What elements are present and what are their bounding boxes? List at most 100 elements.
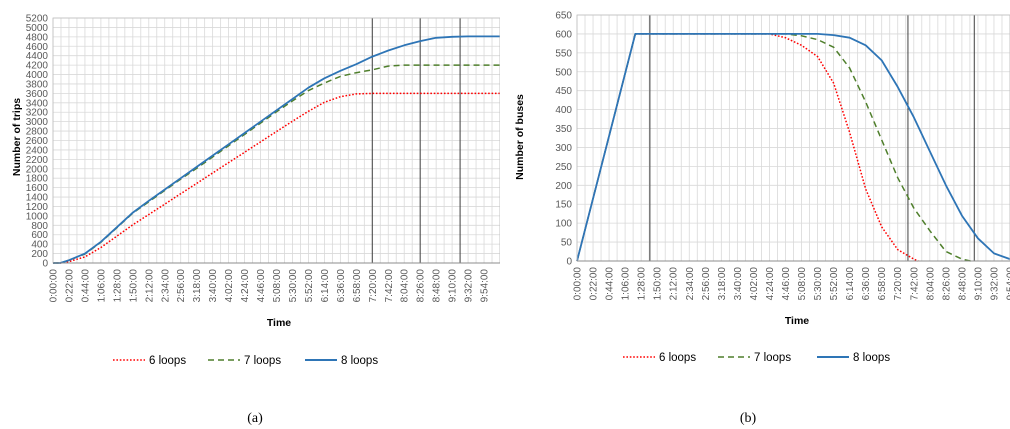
chart-b-y-tick-label: 600	[555, 29, 572, 40]
chart-b-x-tick-label: 9:54:00	[1006, 267, 1010, 301]
chart-a-x-tick-label: 6:14:00	[320, 269, 331, 303]
chart-b-markers	[649, 15, 975, 261]
chart-b-y-tick-label: 500	[555, 67, 572, 78]
chart-a-x-tick-label: 4:46:00	[256, 269, 267, 303]
chart-a-y-tick-label: 2600	[26, 136, 49, 147]
chart-b-x-tick-label: 5:30:00	[813, 267, 824, 301]
chart-b-caption: (b)	[740, 411, 757, 426]
chart-a-x-ticks: 0:00:00 0:22:00 0:44:00 1:06:00 1:28:00 1:50:…	[49, 269, 491, 303]
chart-b-y-tick-label: 650	[555, 11, 572, 22]
chart-a-x-tick-label: 3:40:00	[208, 269, 219, 303]
chart-a-x-tick-label: 1:28:00	[112, 269, 123, 303]
chart-a-series-8-loops	[53, 35, 500, 264]
chart-a-caption: (a)	[247, 411, 263, 426]
chart-b-x-ticks: 0:00:00 0:22:00 0:44:00 1:06:00 1:28:00 1:50:…	[573, 267, 1010, 301]
chart-a-y-tick-label: 4200	[26, 61, 49, 72]
chart-a-x-tick-label: 2:12:00	[144, 269, 155, 303]
chart-b-x-tick-label: 6:58:00	[877, 267, 888, 301]
chart-a-y-tick-label: 5000	[26, 23, 49, 34]
chart-b-y-axis-title: Number of buses	[514, 94, 526, 180]
chart-a-y-tick-label: 2800	[26, 127, 49, 138]
chart-a-y-tick-label: 3200	[26, 108, 49, 119]
chart-b-x-tick-label: 5:52:00	[829, 267, 840, 301]
chart-b-x-tick-label: 0:22:00	[589, 267, 600, 301]
chart-b-legend-label: 8 loops	[853, 352, 890, 364]
chart-b-y-tick-label: 400	[555, 105, 572, 116]
chart-a-y-tick-label: 4800	[26, 32, 49, 43]
chart-a-y-tick-label: 0	[42, 259, 48, 270]
chart-b-x-tick-label: 7:42:00	[909, 267, 920, 301]
chart-b-x-tick-label: 6:14:00	[845, 267, 856, 301]
chart-b-x-tick-label: 9:10:00	[973, 267, 984, 301]
chart-b-legend: 6 loops 7 loops 8 loops	[623, 352, 890, 364]
chart-b-x-tick-label: 6:36:00	[861, 267, 872, 301]
chart-b-y-tick-label: 300	[555, 143, 572, 154]
chart-a-x-tick-label: 5:52:00	[304, 269, 315, 303]
chart-b-x-tick-label: 9:32:00	[989, 267, 1000, 301]
chart-a-y-tick-label: 600	[31, 230, 48, 241]
chart-a-x-tick-label: 8:26:00	[416, 269, 427, 303]
chart-a-legend-label: 6 loops	[149, 355, 186, 367]
chart-b-series-8-loops	[576, 33, 1010, 262]
chart-a-x-tick-label: 0:22:00	[64, 269, 75, 303]
chart-b-x-tick-label: 4:24:00	[765, 267, 776, 301]
chart-b-x-tick-label: 1:50:00	[653, 267, 664, 301]
chart-b-x-tick-label: 2:34:00	[685, 267, 696, 301]
chart-a-x-tick-label: 2:56:00	[176, 269, 187, 303]
chart-b-y-tick-label: 450	[555, 86, 572, 97]
chart-a-y-tick-label: 4000	[26, 70, 49, 81]
chart-a-y-tick-label: 3800	[26, 79, 49, 90]
chart-b-x-tick-label: 1:06:00	[621, 267, 632, 301]
chart-a-x-tick-label: 9:32:00	[464, 269, 475, 303]
chart-b-y-tick-label: 200	[555, 181, 572, 192]
chart-a-x-tick-label: 1:06:00	[96, 269, 107, 303]
chart-b-x-tick-label: 2:12:00	[669, 267, 680, 301]
chart-b-gridlines	[576, 14, 1010, 262]
chart-a-y-tick-label: 2000	[26, 164, 49, 175]
chart-a-y-tick-label: 400	[31, 240, 48, 251]
chart-a-y-tick-label: 3000	[26, 117, 49, 128]
chart-a-y-tick-label: 2400	[26, 145, 49, 156]
chart-b-legend-label: 6 loops	[659, 352, 696, 364]
chart-a-x-tick-label: 5:08:00	[272, 269, 283, 303]
chart-a-series	[53, 35, 500, 264]
chart-b-y-tick-label: 350	[555, 124, 572, 135]
chart-a-x-axis-title: Time	[267, 317, 291, 329]
chart-a-y-tick-label: 1400	[26, 193, 49, 204]
chart-b-y-tick-label: 150	[555, 200, 572, 211]
chart-a-x-tick-label: 9:54:00	[480, 269, 491, 303]
chart-a-x-tick-label: 0:00:00	[49, 269, 60, 303]
chart-a-axes	[52, 17, 500, 264]
chart-b-axes	[576, 14, 1010, 262]
chart-a-gridlines	[52, 17, 500, 264]
chart-a-x-tick-label: 6:58:00	[352, 269, 363, 303]
chart-a-legend-label: 8 loops	[341, 355, 378, 367]
chart-a-y-tick-label: 3600	[26, 89, 49, 100]
chart-b-x-tick-label: 1:28:00	[637, 267, 648, 301]
chart-a-y-tick-label: 3400	[26, 98, 49, 109]
chart-a-y-tick-label: 1000	[26, 211, 49, 222]
chart-b-y-tick-label: 50	[561, 238, 573, 249]
chart-a-y-tick-label: 1200	[26, 202, 49, 213]
chart-a-x-tick-label: 5:30:00	[288, 269, 299, 303]
chart-a-x-tick-label: 7:42:00	[384, 269, 395, 303]
chart-a-x-tick-label: 7:20:00	[368, 269, 379, 303]
chart-b-y-tick-label: 100	[555, 219, 572, 230]
chart-b: 050100150200250300350400450500550600650 …	[514, 11, 1010, 426]
chart-a-y-axis-title: Number of trips	[11, 98, 23, 176]
chart-b-series	[576, 33, 1010, 262]
chart-b-x-tick-label: 4:46:00	[781, 267, 792, 301]
chart-a-y-tick-label: 2200	[26, 155, 49, 166]
chart-b-x-tick-label: 5:08:00	[797, 267, 808, 301]
chart-a-y-tick-label: 5200	[26, 14, 49, 25]
chart-a-legend: 6 loops 7 loops 8 loops	[113, 355, 378, 367]
chart-b-x-tick-label: 0:44:00	[605, 267, 616, 301]
chart-b-x-tick-label: 8:48:00	[957, 267, 968, 301]
chart-a-x-tick-label: 6:36:00	[336, 269, 347, 303]
chart-b-x-tick-label: 7:20:00	[893, 267, 904, 301]
chart-b-x-tick-label: 0:00:00	[573, 267, 584, 301]
chart-a-markers	[371, 18, 461, 263]
chart-b-y-tick-label: 250	[555, 162, 572, 173]
chart-b-y-tick-label: 0	[566, 257, 572, 268]
chart-b-y-tick-label: 550	[555, 48, 572, 59]
